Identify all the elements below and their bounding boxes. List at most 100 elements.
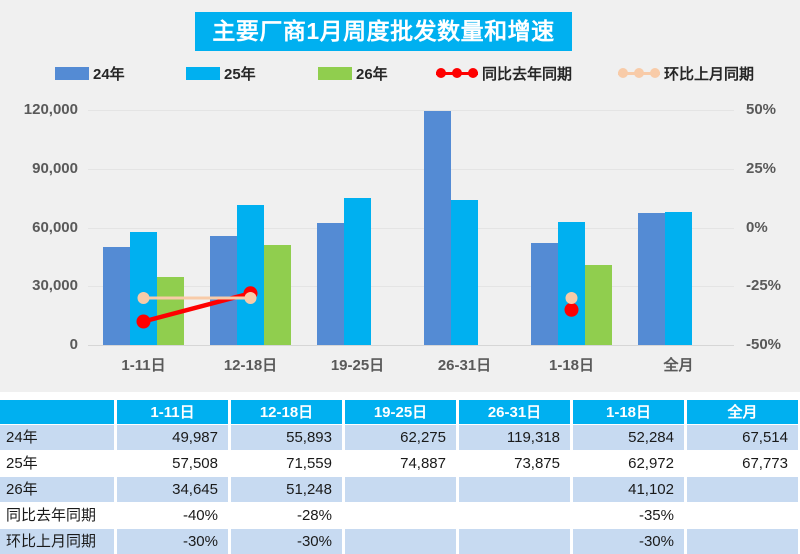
chart-legend: 24年 25年 26年 同比去年同期 环比上月同期 xyxy=(0,62,800,84)
table-cell: -30% xyxy=(231,529,345,554)
table-cell: 62,972 xyxy=(573,451,687,477)
chart-area: 主要厂商1月周度批发数量和增速 24年 25年 26年 同比去年同期 环比上月同期 12… xyxy=(0,0,800,392)
table-cell: 73,875 xyxy=(459,451,573,477)
left-axis-tick-label: 60,000 xyxy=(32,218,78,236)
legend-item-25年: 25年 xyxy=(186,62,256,84)
bar-26年-1-11日 xyxy=(157,277,184,345)
x-axis-label-12-18日: 12-18日 xyxy=(223,357,278,374)
table-cell xyxy=(459,529,573,554)
table-cell: -35% xyxy=(573,503,687,529)
table-row-label: 同比去年同期 xyxy=(0,503,117,529)
legend-item-26年: 26年 xyxy=(318,62,388,84)
table-cell: 74,887 xyxy=(345,451,459,477)
legend-label: 24年 xyxy=(93,65,125,83)
bar-24年-1-11日 xyxy=(103,247,130,345)
table-cell: 41,102 xyxy=(573,477,687,503)
bar-25年-1-18日 xyxy=(558,221,585,345)
right-axis-tick-label: 50% xyxy=(746,101,777,118)
gridline xyxy=(88,345,734,346)
table-cell: 62,275 xyxy=(345,425,459,451)
legend-label: 26年 xyxy=(356,65,388,83)
gridline xyxy=(88,168,734,170)
x-axis-label-26-31日: 26-31日 xyxy=(437,357,492,374)
legend-bar-swatch-icon xyxy=(55,66,89,80)
table-cell: -28% xyxy=(231,503,345,529)
table-cell: -30% xyxy=(573,529,687,554)
table-cell xyxy=(345,529,459,554)
bar-25年-全月 xyxy=(665,212,692,345)
bar-24年-1-18日 xyxy=(531,242,558,345)
gridline xyxy=(88,286,734,288)
table-cell xyxy=(459,477,573,503)
bar-25年-19-25日 xyxy=(344,198,371,345)
legend-label: 同比去年同期 xyxy=(482,65,573,83)
legend-bar-swatch-icon xyxy=(186,66,220,80)
legend-dot xyxy=(650,68,660,78)
table-cell: 34,645 xyxy=(117,477,231,503)
legend-label: 环比上月同期 xyxy=(664,65,755,83)
right-axis-tick-label: 25% xyxy=(746,159,777,177)
legend-item-同比去年同期: 同比去年同期 xyxy=(436,62,572,84)
bar-24年-全月 xyxy=(638,212,665,345)
table-cell: 67,773 xyxy=(687,451,800,477)
legend-bar-swatch-icon xyxy=(318,66,352,80)
right-axis-tick-label: 0% xyxy=(746,218,768,236)
table-header-cell: 19-25日 xyxy=(345,400,459,425)
legend-label: 25年 xyxy=(224,65,256,83)
legend-line-marker-icon xyxy=(436,67,478,80)
table-cell xyxy=(687,529,800,554)
left-axis-tick-label: 0 xyxy=(69,336,78,353)
x-axis-label-1-11日: 1-11日 xyxy=(121,357,166,374)
table-cell xyxy=(345,503,459,529)
table-header-cell: 12-18日 xyxy=(231,400,345,425)
table-cell: 57,508 xyxy=(117,451,231,477)
table-row-label: 26年 xyxy=(0,477,117,503)
x-axis-label-1-18日: 1-18日 xyxy=(548,357,595,374)
table-cell: -30% xyxy=(117,529,231,554)
table-row-label: 24年 xyxy=(0,425,117,451)
table-cell: 49,987 xyxy=(117,425,231,451)
legend-dot xyxy=(436,68,446,78)
table-row-label: 25年 xyxy=(0,451,117,477)
bar-24年-19-25日 xyxy=(317,223,344,345)
bar-25年-1-11日 xyxy=(130,232,157,345)
table-cell: 55,893 xyxy=(231,425,345,451)
bar-26年-12-18日 xyxy=(264,244,291,345)
legend-dot xyxy=(452,68,462,78)
table-header-cell: 1-11日 xyxy=(117,400,231,425)
table-cell: 67,514 xyxy=(687,425,800,451)
table-cell: 71,559 xyxy=(231,451,345,477)
data-table: 1-11日 12-18日 19-25日 26-31日 1-18日 全月 24年 49,987 5… xyxy=(0,400,800,554)
right-axis-tick-label: -50% xyxy=(746,336,782,353)
table-row-label: 环比上月同期 xyxy=(0,529,117,554)
right-axis-tick-label: -25% xyxy=(746,277,782,295)
table-cell xyxy=(459,503,573,529)
legend-line-marker-icon xyxy=(618,67,660,80)
table-header-cell xyxy=(0,400,117,425)
bar-25年-12-18日 xyxy=(237,204,264,345)
x-axis-label-全月: 全月 xyxy=(663,357,694,374)
data-table-region: 1-11日 12-18日 19-25日 26-31日 1-18日 全月 24年 49,987 5… xyxy=(0,400,800,554)
table-header-cell: 1-18日 xyxy=(573,400,687,425)
gridline xyxy=(88,227,734,229)
table-cell: 52,284 xyxy=(573,425,687,451)
bar-24年-12-18日 xyxy=(210,235,237,345)
bar-26年-1-18日 xyxy=(585,264,612,345)
table-cell: 51,248 xyxy=(231,477,345,503)
table-cell: -40% xyxy=(117,503,231,529)
left-axis-tick-label: 30,000 xyxy=(32,277,78,295)
legend-dot xyxy=(634,68,644,78)
table-cell xyxy=(687,503,800,529)
table-cell xyxy=(687,477,800,503)
legend-dot xyxy=(618,68,628,78)
x-axis-label-19-25日: 19-25日 xyxy=(330,357,385,374)
left-axis-tick-label: 120,000 xyxy=(23,101,78,118)
gridline xyxy=(88,110,734,111)
table-cell: 119,318 xyxy=(459,425,573,451)
legend-item-环比上月同期: 环比上月同期 xyxy=(618,62,754,84)
table-header-cell: 全月 xyxy=(687,400,800,425)
legend-dot xyxy=(468,68,478,78)
table-cell xyxy=(345,477,459,503)
bar-24年-26-31日 xyxy=(424,111,451,345)
